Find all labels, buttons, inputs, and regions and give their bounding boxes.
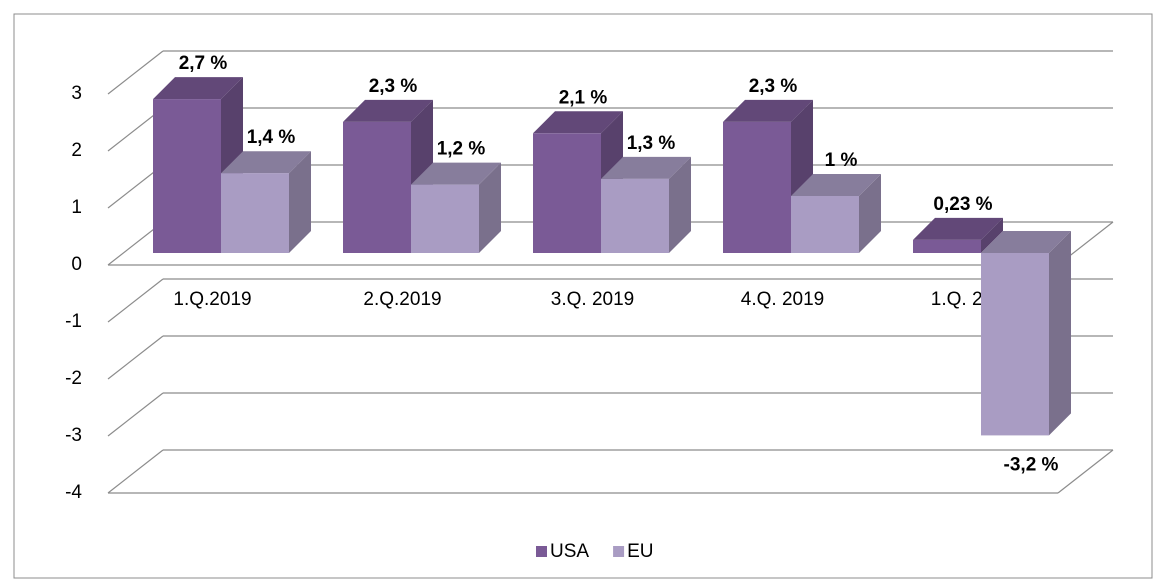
bar [343,121,411,254]
grid-line-diagonal [107,449,164,494]
bar [601,178,669,253]
bar-top [913,217,1003,240]
bar-top [791,174,881,196]
value-label: 0,23 % [933,194,992,215]
grid-line-diagonal [107,278,164,323]
bar-side [1049,231,1071,436]
y-tick-label: -4 [65,482,82,503]
legend-label: USA [550,541,589,562]
value-label: 1,3 % [627,133,676,154]
y-tick-label: 3 [71,83,82,104]
bar [533,133,601,253]
value-label: 1 % [825,150,858,171]
grid-line-diagonal [107,392,164,437]
x-tick-label: 1.Q.2019 [173,289,251,310]
x-tick-label: 4.Q. 2019 [741,289,824,310]
value-label: -3,2 % [1004,454,1059,475]
value-label: 2,3 % [749,76,798,97]
bar [723,121,791,254]
bar-side [669,156,691,253]
value-label: 2,7 % [179,53,228,74]
value-label: 2,1 % [559,87,608,108]
bar-top [723,99,813,122]
bar-top [411,162,501,185]
y-tick-label: -2 [65,368,82,389]
legend-swatch [613,546,625,557]
bar [411,184,479,253]
bar-side [479,162,501,253]
legend-label: EU [627,541,653,562]
bar [981,253,1049,436]
bar-top [533,111,623,134]
grid-line-diagonal [107,335,164,380]
bar-side [289,151,311,253]
bar-top [601,156,691,179]
x-tick-label: 3.Q. 2019 [551,289,634,310]
bar-top [153,77,243,100]
y-tick-label: 0 [71,254,82,275]
legend-swatch [536,546,547,557]
y-tick-label: 2 [71,140,82,161]
bar-side [859,174,881,253]
value-label: 2,3 % [369,76,418,97]
y-tick-label: -1 [65,311,82,332]
y-tick-label: -3 [65,425,82,446]
value-label: 1,2 % [437,139,486,160]
bar-top [221,151,311,174]
bar [913,239,981,253]
bar [791,196,859,253]
grid-line-diagonal [107,50,164,95]
x-tick-label: 2.Q.2019 [363,289,441,310]
bar-top [343,99,433,122]
value-label: 1,4 % [247,127,296,148]
bar [153,99,221,253]
bar-side [981,217,1003,253]
bar [221,173,289,253]
bar-top [981,231,1071,253]
y-tick-label: 1 [71,197,82,218]
floor-right-edge [1057,449,1114,494]
